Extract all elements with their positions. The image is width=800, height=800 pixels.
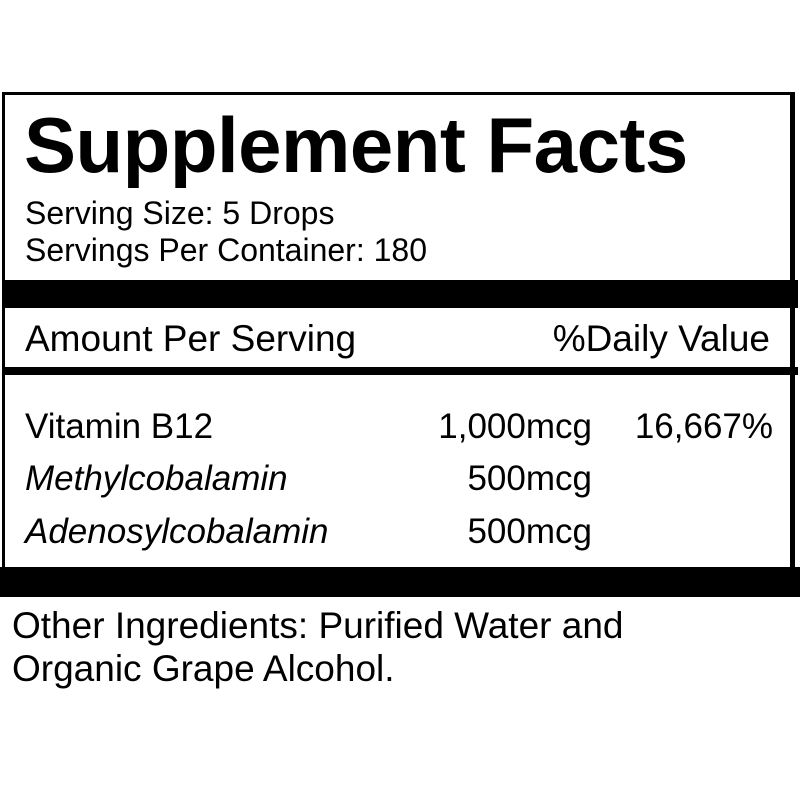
other-ingredients-line: Other Ingredients: Purified Water and xyxy=(12,605,624,646)
servings-per-container: Servings Per Container: 180 xyxy=(25,232,427,268)
nutrient-amount: 1,000mcg xyxy=(438,407,592,446)
nutrient-name: Adenosylcobalamin xyxy=(25,512,329,551)
nutrient-name: Vitamin B12 xyxy=(25,407,214,446)
nutrient-amount: 500mcg xyxy=(467,459,592,498)
thin-divider xyxy=(2,367,798,375)
thick-divider xyxy=(2,280,798,308)
amount-header: Amount Per Serving xyxy=(25,318,357,359)
serving-size: Serving Size: 5 Drops xyxy=(25,195,335,231)
label-title: Supplement Facts xyxy=(24,101,688,189)
nutrient-dv: 16,667% xyxy=(634,407,773,446)
bottom-divider xyxy=(0,567,800,597)
other-ingredients-line: Organic Grape Alcohol. xyxy=(12,648,395,689)
supplement-facts-box xyxy=(2,92,795,597)
daily-value-header: %Daily Value xyxy=(552,318,770,359)
nutrient-amount: 500mcg xyxy=(467,512,592,551)
nutrient-name: Methylcobalamin xyxy=(25,459,288,498)
